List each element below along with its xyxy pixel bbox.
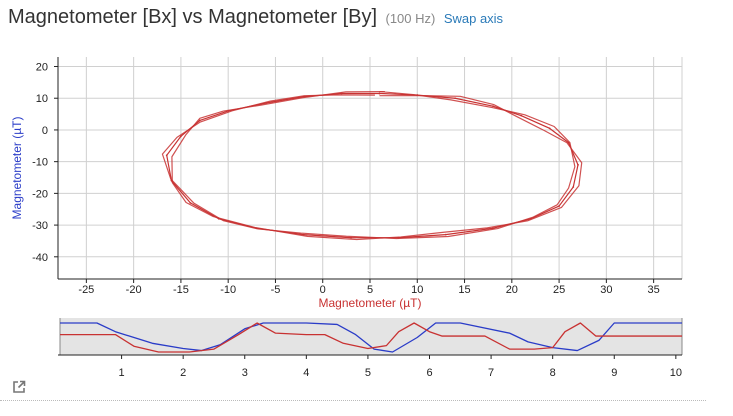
sample-rate: (100 Hz) (385, 11, 436, 26)
y-axis-label: Magnetometer (µT) (10, 117, 24, 220)
data-point (492, 105, 494, 108)
overview-tick-label: 1 (119, 367, 125, 379)
data-point (577, 163, 579, 166)
chart-header: Magnetometer [Bx] vs Magnetometer [By] (… (8, 6, 503, 29)
x-tick-label: 30 (600, 284, 612, 296)
magnetometer-loop-trace (161, 90, 576, 240)
data-point (548, 127, 551, 130)
data-point (567, 141, 570, 144)
data-point (520, 114, 523, 117)
y-tick-label: -10 (32, 157, 48, 169)
x-tick-label: 0 (320, 284, 326, 296)
overview-tick-label: 4 (303, 367, 309, 379)
y-tick-label: 10 (36, 93, 48, 105)
data-point (572, 186, 575, 188)
swap-axis-link[interactable]: Swap axis (443, 11, 504, 26)
y-tick-label: -20 (32, 188, 48, 200)
overview-tick-label: 10 (670, 367, 682, 379)
overview-tick-label: 6 (426, 367, 432, 379)
data-point (558, 205, 560, 207)
x-tick-label: -5 (271, 284, 281, 296)
data-point (378, 92, 381, 95)
overview-tick-label: 8 (550, 367, 556, 379)
divider (0, 400, 706, 401)
x-tick-label: -15 (173, 284, 189, 296)
data-point (416, 94, 419, 96)
data-point (350, 236, 352, 239)
data-point (302, 233, 305, 236)
y-tick-label: 0 (42, 125, 48, 137)
y-tick-label: -40 (32, 252, 48, 264)
data-point (255, 227, 258, 230)
overview-range-selection (60, 318, 682, 355)
overview-by-trace (60, 322, 682, 353)
overview-bx-trace (60, 322, 682, 353)
x-tick-label: 20 (506, 284, 518, 296)
data-point (227, 110, 230, 112)
data-point (302, 95, 305, 98)
overview-tick-label: 7 (488, 367, 494, 379)
overview-tick-label: 3 (242, 367, 248, 379)
data-point (265, 102, 267, 104)
x-tick-label: -10 (220, 284, 236, 296)
data-point (444, 233, 447, 236)
data-point (217, 217, 220, 220)
data-point (180, 135, 182, 138)
data-point (198, 119, 201, 122)
overview-tick-label: 5 (365, 367, 371, 379)
external-link-icon[interactable] (12, 380, 26, 397)
chart-title: Magnetometer [Bx] vs Magnetometer [By] (8, 6, 378, 28)
data-point (189, 201, 192, 204)
x-tick-label: 15 (458, 284, 470, 296)
data-point (454, 97, 456, 100)
data-point (340, 92, 343, 95)
overview-tick-label: 9 (611, 367, 617, 379)
y-tick-label: 20 (36, 62, 48, 74)
x-axis-label: Magnetometer (µT) (319, 296, 422, 310)
data-point (397, 236, 400, 239)
x-tick-label: 25 (553, 284, 565, 296)
overview-tick-label: 2 (180, 367, 186, 379)
data-point (170, 179, 173, 182)
x-tick-label: 10 (411, 284, 423, 296)
y-tick-label: -30 (32, 220, 48, 232)
data-point (165, 154, 168, 157)
x-tick-label: 5 (367, 284, 373, 296)
x-tick-label: -25 (78, 284, 94, 296)
data-point (529, 217, 532, 220)
data-point (492, 227, 494, 230)
x-tick-label: -20 (126, 284, 142, 296)
x-tick-label: 35 (648, 284, 660, 296)
